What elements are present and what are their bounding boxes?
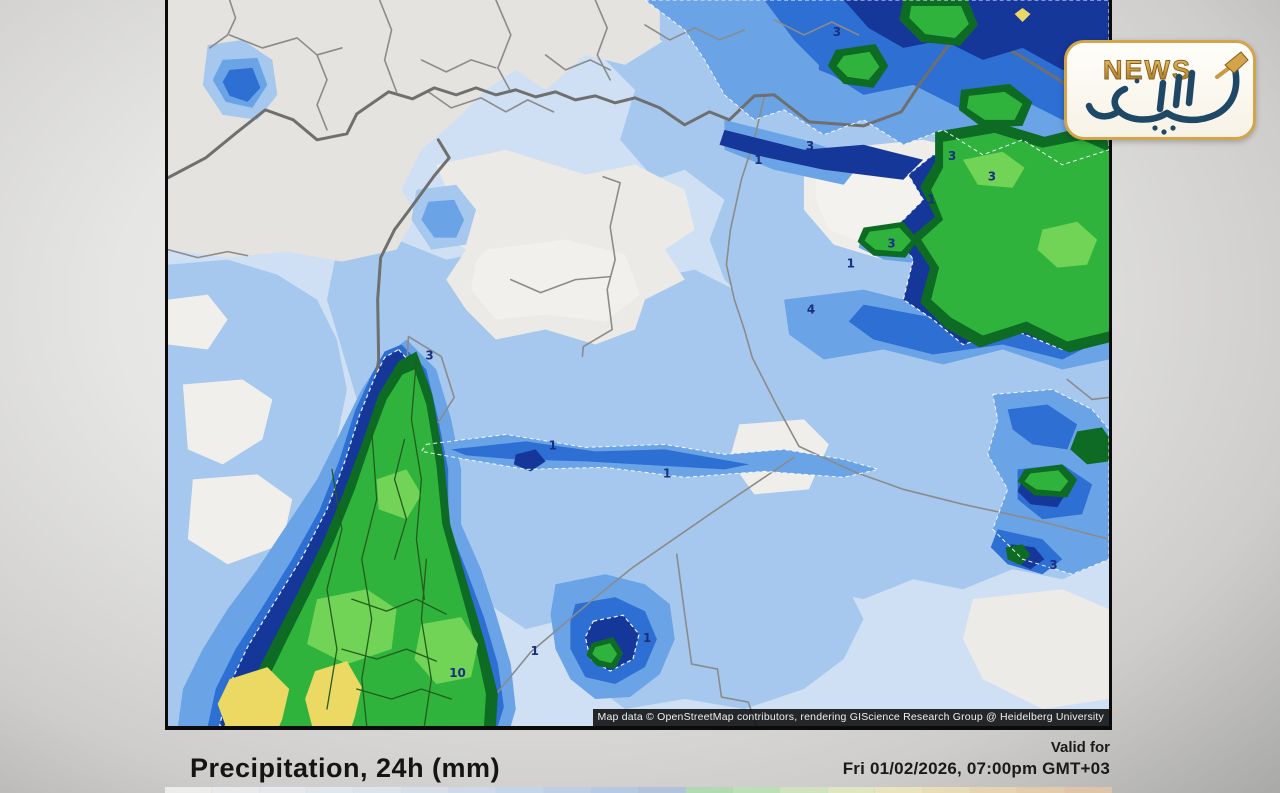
legend-segment: [1017, 787, 1065, 793]
contour-value-label: 1: [643, 631, 651, 645]
rain-green-layer: [235, 0, 1109, 726]
legend-segment: [922, 787, 970, 793]
legend-segment: [591, 787, 639, 793]
rain-yellow-layer: [217, 7, 1031, 726]
contour-value-label: 1: [847, 257, 855, 271]
contour-value-label: 3: [887, 237, 895, 251]
contour-value-label: 1: [531, 644, 539, 658]
contour-value-label: 3: [948, 149, 956, 163]
pen-nib-icon: [1215, 51, 1249, 79]
legend-segment: [354, 787, 402, 793]
country-borders: [168, 34, 1109, 406]
legend-segment: [496, 787, 544, 793]
legend-segment: [1064, 787, 1112, 793]
contour-value-label: 10: [449, 666, 466, 680]
legend-segment: [875, 787, 923, 793]
contour-value-label: 3: [425, 348, 433, 362]
green-strip-admin-lines: [326, 358, 452, 726]
contour-value-label: 1: [663, 466, 671, 480]
contour-value-label: 1: [549, 438, 557, 452]
valid-datetime: Fri 01/02/2026, 07:00pm GMT+03: [842, 758, 1110, 778]
legend-segment: [733, 787, 781, 793]
legend-segment: [259, 787, 308, 793]
contour-value-label: 3: [806, 139, 814, 153]
legend-segment: [969, 787, 1018, 793]
valid-for-label: Valid for: [1050, 739, 1110, 756]
map-title: Precipitation, 24h (mm): [190, 753, 501, 783]
logo-calligraphy-dots: [1134, 78, 1176, 135]
contour-value-label: 3: [833, 25, 841, 39]
valid-time-block: Valid for Fri 01/02/2026, 07:00pm GMT+03: [843, 739, 1110, 779]
legend-segment: [543, 787, 592, 793]
precipitation-map-panel: 3 1 1 1 3 3 3 1 4 1 3 3 1 1 10 3 Map data © OpenStreetM…: [165, 0, 1112, 730]
precipitation-map-svg: 3 1 1 1 3 3 3 1 4 1 3 3 1 1 10 3: [168, 0, 1109, 726]
contour-value-label: 4: [807, 303, 815, 317]
news-logo-art: NEWS: [1085, 51, 1249, 135]
contour-value-label: 3: [988, 170, 996, 184]
news-logo-badge: NEWS: [1064, 40, 1256, 140]
contour-value-label: 1: [754, 153, 762, 167]
contour-labels: 3 1 1 1 3 3 3 1 4 1 3 3 1 1 10 3: [425, 25, 1057, 680]
dashed-contours: [420, 0, 1109, 575]
legend-segment: [401, 787, 450, 793]
legend-segment: [307, 787, 355, 793]
legend-segment: [638, 787, 686, 793]
legend-segment: [212, 787, 260, 793]
legend-strip: [165, 787, 1112, 793]
legend-segment: [165, 787, 213, 793]
legend-segment: [827, 787, 876, 793]
osm-attribution: Map data © OpenStreetMap contributors, r…: [592, 709, 1109, 726]
legend-segment: [780, 787, 828, 793]
contour-value-label: 1: [927, 193, 935, 207]
contour-value-label: 3: [1049, 558, 1057, 572]
legend-segment: [449, 787, 497, 793]
logo-arabic-calligraphy: [1085, 65, 1240, 124]
legend-segment: [685, 787, 734, 793]
